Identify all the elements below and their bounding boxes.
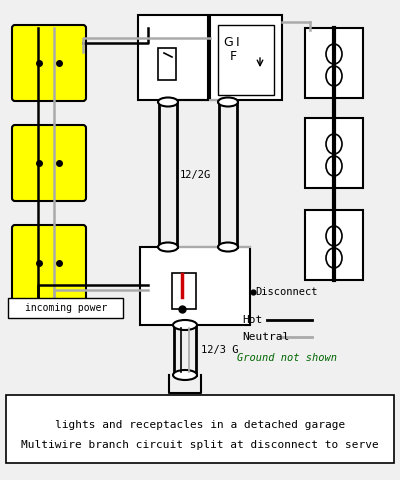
Ellipse shape — [173, 320, 197, 330]
Ellipse shape — [218, 242, 238, 252]
Ellipse shape — [158, 242, 178, 252]
Ellipse shape — [326, 66, 342, 86]
FancyBboxPatch shape — [12, 225, 86, 301]
Text: Disconnect: Disconnect — [255, 287, 318, 297]
Text: Ground not shown: Ground not shown — [237, 353, 337, 363]
Text: lights and receptacles in a detached garage: lights and receptacles in a detached gar… — [55, 420, 345, 430]
Text: G: G — [223, 36, 233, 49]
Text: incoming power: incoming power — [25, 303, 107, 313]
Text: I: I — [236, 36, 240, 49]
Ellipse shape — [326, 248, 342, 268]
Bar — [158, 48, 176, 80]
Bar — [305, 210, 363, 280]
Bar — [138, 15, 208, 100]
FancyBboxPatch shape — [12, 25, 86, 101]
Ellipse shape — [218, 97, 238, 107]
Ellipse shape — [158, 97, 178, 107]
Bar — [305, 28, 363, 98]
Ellipse shape — [326, 134, 342, 154]
Ellipse shape — [326, 226, 342, 246]
Text: Multiwire branch circuit split at disconnect to serve: Multiwire branch circuit split at discon… — [21, 440, 379, 450]
Bar — [210, 15, 282, 100]
Bar — [8, 298, 123, 318]
Text: 12/2G: 12/2G — [180, 170, 211, 180]
Bar — [218, 25, 274, 95]
Text: Hot: Hot — [242, 315, 262, 325]
Text: F: F — [230, 50, 236, 63]
FancyBboxPatch shape — [12, 125, 86, 201]
Ellipse shape — [326, 44, 342, 64]
Text: 12/3 G: 12/3 G — [201, 345, 238, 355]
Bar — [140, 247, 250, 325]
Bar — [305, 118, 363, 188]
Text: Neutral: Neutral — [242, 332, 289, 342]
Bar — [172, 273, 196, 309]
Ellipse shape — [326, 156, 342, 176]
Ellipse shape — [173, 370, 197, 380]
Bar — [6, 395, 394, 463]
